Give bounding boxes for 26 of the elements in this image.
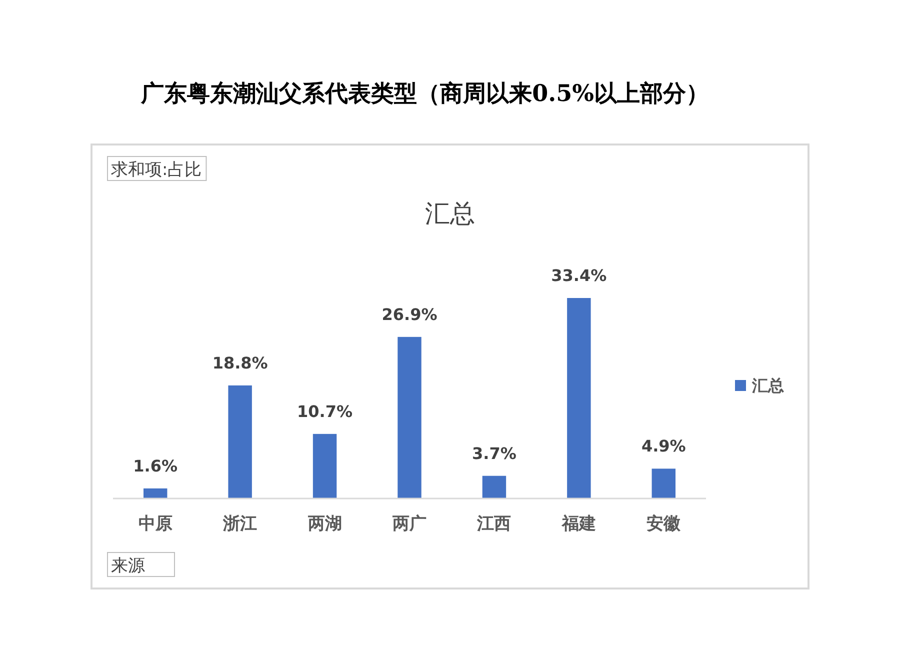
bar [652,468,676,498]
legend-label: 汇总 [751,376,784,395]
x-tick-label: 安徽 [646,514,682,534]
data-label: 3.7% [472,444,516,463]
data-label: 10.7% [297,402,353,421]
x-tick-label: 江西 [476,514,512,534]
x-tick-label: 福建 [560,514,596,534]
bar [398,336,422,498]
chart-title: 广东粤东潮汕父系代表类型（商周以来0.5%以上部分） [140,80,709,107]
x-tick-label: 两广 [392,514,426,534]
data-label: 1.6% [133,456,178,476]
x-tick-label: 浙江 [222,514,258,534]
data-label: 26.9% [382,304,438,324]
chart-subtitle: 汇总 [425,199,475,228]
x-tick-label: 中原 [138,514,172,534]
data-label: 18.8% [212,353,268,372]
text: 来源 [111,556,145,576]
data-label: 33.4% [551,266,607,285]
text: 求和项:占比 [111,160,202,180]
bar [482,476,506,498]
bar [228,385,252,498]
bar [567,298,591,498]
x-tick-label: 两湖 [306,514,342,534]
bar [143,488,168,498]
bar [312,434,337,498]
data-label: 4.9% [641,436,686,456]
